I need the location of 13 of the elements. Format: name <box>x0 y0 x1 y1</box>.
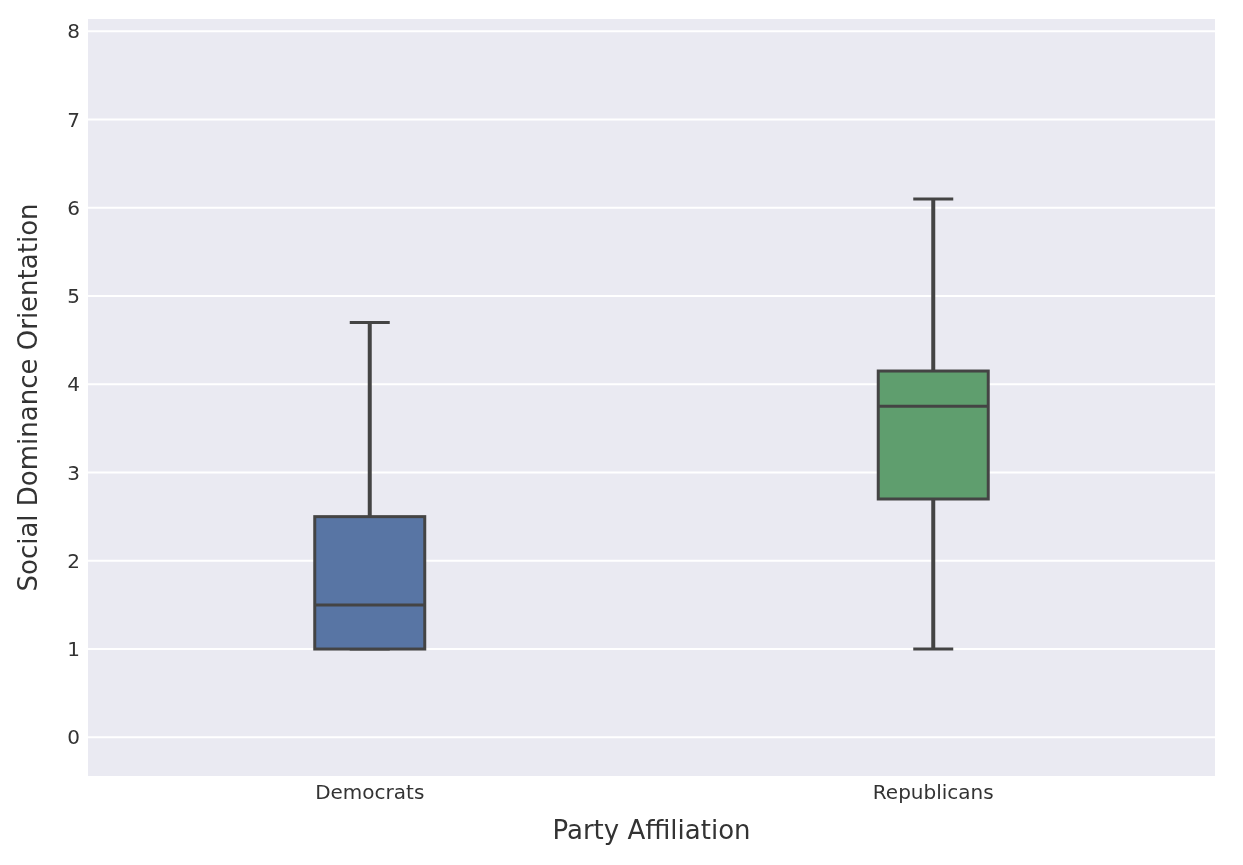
y-tick-label: 2 <box>67 548 80 573</box>
y-tick-label: 5 <box>67 284 80 309</box>
y-tick-label: 4 <box>67 372 80 397</box>
x-tick-label: Democrats <box>315 780 425 805</box>
y-tick-label: 0 <box>67 725 80 750</box>
y-tick-label: 1 <box>67 637 80 662</box>
y-tick-label: 6 <box>67 195 80 220</box>
y-axis-title: Social Dominance Orientation <box>13 203 44 592</box>
y-tick-label: 8 <box>67 19 80 44</box>
x-axis-title: Party Affiliation <box>552 815 751 845</box>
y-tick-label: 3 <box>67 460 80 485</box>
x-tick-label: Republicans <box>872 780 994 805</box>
y-tick-label: 7 <box>67 107 80 132</box>
